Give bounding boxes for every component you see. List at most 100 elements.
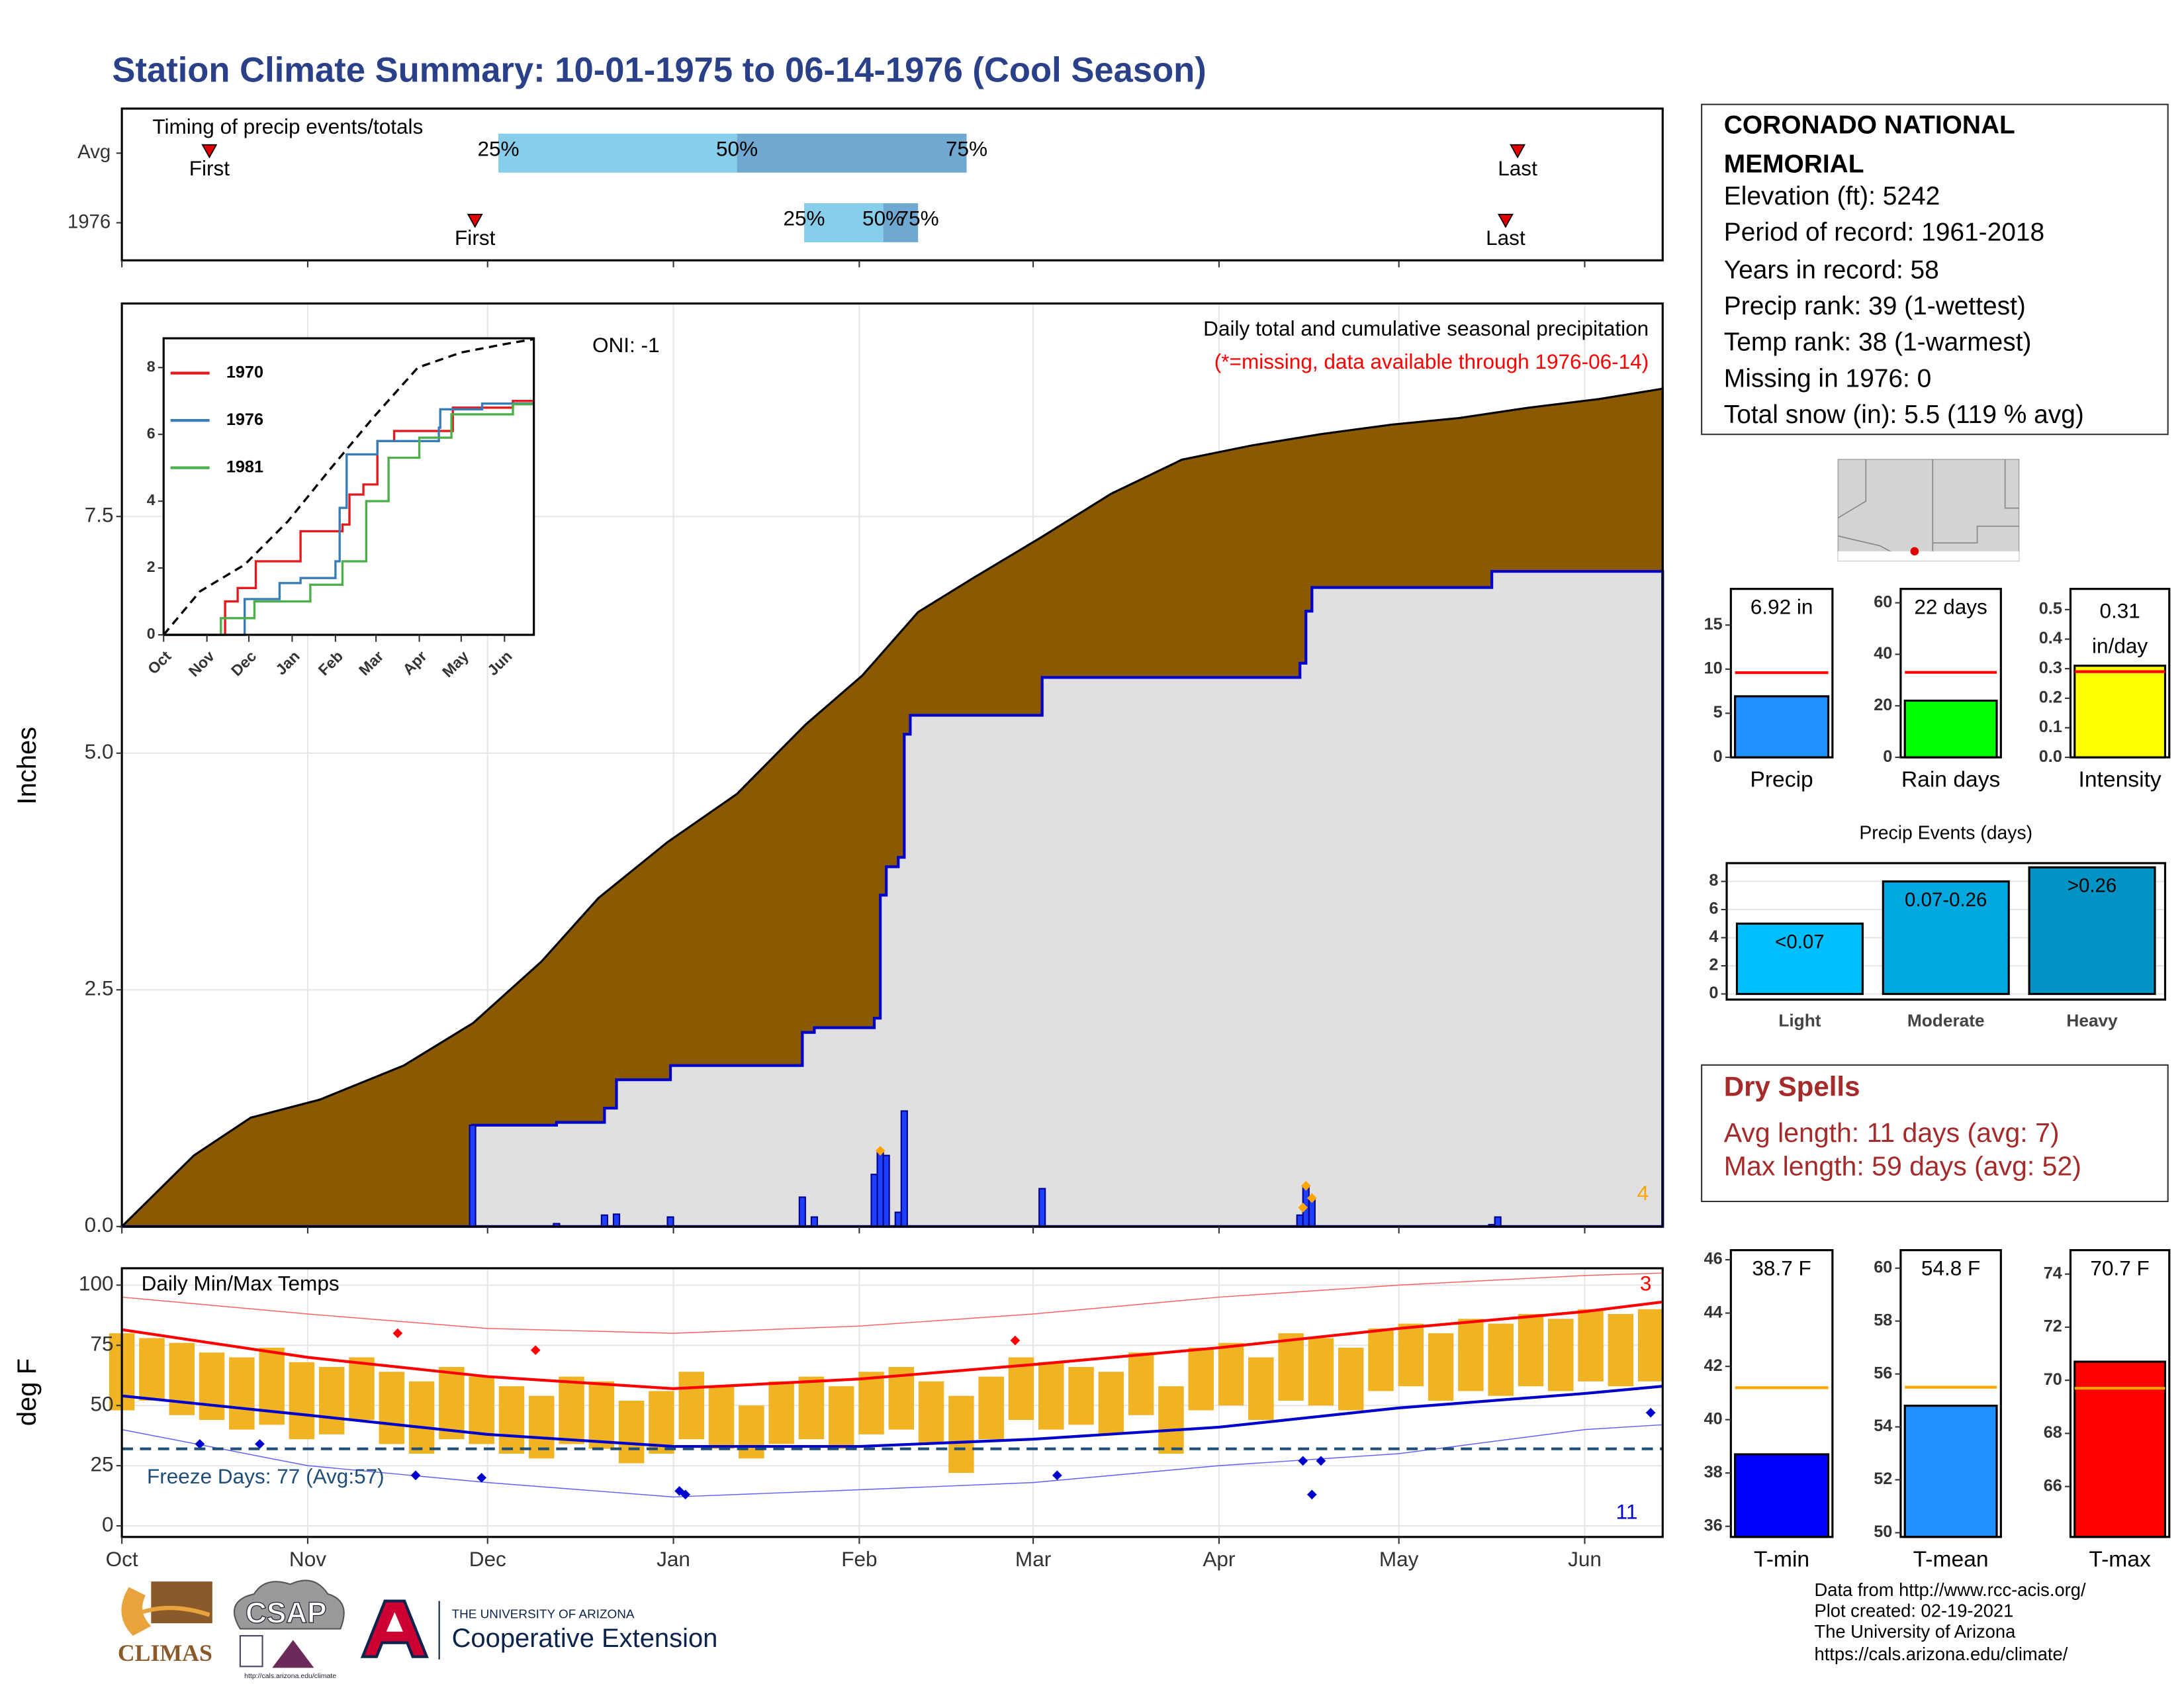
climas-logo: CLIMAS bbox=[118, 1581, 212, 1666]
daily-temp-bar bbox=[559, 1376, 584, 1444]
bar bbox=[1734, 695, 1830, 759]
x-tick-label: Dec bbox=[469, 1547, 506, 1571]
y-axis-label: deg F bbox=[13, 1358, 42, 1426]
station-name: MEMORIAL bbox=[1724, 150, 1864, 179]
daily-temp-bar bbox=[1218, 1342, 1244, 1406]
plot-frame bbox=[2069, 1249, 2171, 1538]
logo-text: CSAP bbox=[246, 1597, 327, 1629]
event-marker bbox=[467, 214, 483, 228]
temp-line bbox=[122, 1272, 1663, 1334]
bar bbox=[1734, 1453, 1830, 1538]
y-tick-label: 2 bbox=[147, 558, 156, 575]
credit-line: Data from http://www.rcc-acis.org/ bbox=[1815, 1579, 2086, 1600]
y-tick-label: 50 bbox=[90, 1392, 113, 1416]
bin-label: >0.26 bbox=[2068, 875, 2117, 897]
record-marker bbox=[1052, 1470, 1062, 1481]
y-tick-label: 8 bbox=[147, 357, 156, 375]
y-tick-label: 6 bbox=[1709, 900, 1718, 918]
y-tick-label: 66 bbox=[2044, 1476, 2062, 1495]
y-tick-label: 58 bbox=[1874, 1311, 1892, 1329]
station-info: Missing in 1976: 0 bbox=[1724, 364, 1931, 393]
daily-precip-bar bbox=[900, 1110, 908, 1227]
daily-temp-bar bbox=[139, 1338, 165, 1401]
y-tick-label: 42 bbox=[1704, 1356, 1723, 1375]
daily-precip-bar bbox=[882, 1154, 890, 1227]
quantile-bar bbox=[498, 133, 737, 173]
y-tick-label: 20 bbox=[1874, 696, 1892, 714]
temp-line bbox=[121, 1300, 1663, 1390]
quantile-label: 75% bbox=[946, 136, 987, 160]
daily-temp-bar bbox=[1518, 1314, 1544, 1387]
station-location bbox=[1910, 547, 1919, 556]
daily-precip-bar bbox=[612, 1213, 621, 1227]
station-info: Total snow (in): 5.5 (119 % avg) bbox=[1724, 400, 2084, 429]
y-tick-label: 0.2 bbox=[2039, 688, 2062, 706]
bar bbox=[2028, 866, 2156, 996]
value-label: 0.31 bbox=[2099, 599, 2140, 623]
category-label: Light bbox=[1778, 1011, 1821, 1031]
bar bbox=[1882, 880, 2010, 996]
value-label: 54.8 F bbox=[1921, 1256, 1980, 1280]
daily-precip-bar bbox=[1494, 1216, 1502, 1227]
y-tick-label: 70 bbox=[2044, 1370, 2062, 1389]
page-title: Station Climate Summary: 10-01-1975 to 0… bbox=[112, 50, 1206, 89]
logo-shape bbox=[133, 1606, 210, 1617]
y-tick-label: 0.0 bbox=[85, 1213, 114, 1237]
daily-temp-bar bbox=[1578, 1309, 1604, 1382]
plot-frame bbox=[1899, 588, 2002, 759]
y-tick-label: 0 bbox=[1713, 747, 1723, 766]
category-label: T-min bbox=[1754, 1547, 1809, 1571]
bar bbox=[2073, 1360, 2167, 1538]
state-border bbox=[2004, 459, 2019, 509]
bar bbox=[2073, 665, 2167, 759]
x-tick-label: Mar bbox=[1015, 1547, 1051, 1571]
daily-temp-bar bbox=[408, 1381, 435, 1454]
cumulative-line bbox=[163, 403, 534, 636]
daily-temp-bar bbox=[858, 1372, 884, 1434]
daily-temp-bar bbox=[1458, 1319, 1484, 1391]
x-tick-label: Oct bbox=[106, 1547, 138, 1571]
plot-frame bbox=[2069, 588, 2171, 759]
y-tick-label: 0.1 bbox=[2039, 718, 2062, 736]
annotation: ONI: -1 bbox=[592, 333, 660, 357]
plot-frame bbox=[120, 1267, 1664, 1538]
event-marker bbox=[1510, 144, 1525, 159]
logo-shape bbox=[234, 1579, 345, 1630]
daily-temp-bar bbox=[1188, 1347, 1214, 1411]
daily-temp-bar bbox=[739, 1405, 764, 1459]
quantile-label: 50% bbox=[862, 207, 904, 230]
y-tick-label: 40 bbox=[1874, 644, 1892, 663]
record-marker bbox=[1316, 1456, 1326, 1466]
category-label: Rain days bbox=[1901, 768, 2001, 792]
y-tick-label: 25 bbox=[90, 1452, 113, 1476]
station-info: Elevation (ft): 5242 bbox=[1724, 182, 1940, 211]
dry-spells-line: Max length: 59 days (avg: 52) bbox=[1724, 1150, 2081, 1181]
x-tick-label: Apr bbox=[1203, 1547, 1235, 1571]
station-info: Temp rank: 38 (1-warmest) bbox=[1724, 328, 2032, 357]
daily-temp-bar bbox=[439, 1367, 465, 1440]
category-label: Precip bbox=[1750, 768, 1813, 792]
plot-frame bbox=[1899, 1249, 2002, 1538]
annotation: 3 bbox=[1640, 1271, 1652, 1295]
csap-logo: CSAP http://cals.arizona.edu/climate bbox=[234, 1579, 345, 1680]
category-label: Heavy bbox=[2066, 1011, 2118, 1031]
plot-frame bbox=[120, 107, 1664, 261]
marker-label: Last bbox=[1498, 156, 1537, 180]
record-marker bbox=[1298, 1456, 1308, 1466]
annotation: (*=missing, data available through 1976-… bbox=[1214, 350, 1649, 373]
daily-temp-bar bbox=[289, 1362, 315, 1440]
daily-temp-bar bbox=[828, 1386, 854, 1449]
y-tick-label: 54 bbox=[1874, 1417, 1892, 1435]
snow-marker bbox=[1300, 1180, 1311, 1191]
y-tick-label: 100 bbox=[79, 1272, 114, 1295]
daily-temp-bar bbox=[708, 1386, 735, 1449]
daily-temp-bar bbox=[229, 1357, 255, 1430]
panel-title: Precip Events (days) bbox=[1859, 822, 2032, 843]
daily-temp-bar bbox=[588, 1381, 615, 1449]
snow-marker bbox=[875, 1146, 886, 1156]
bar bbox=[1903, 699, 1998, 759]
annotation: 4 bbox=[1637, 1181, 1649, 1205]
annotation: Daily Min/Max Temps bbox=[142, 1271, 340, 1295]
daily-temp-bar bbox=[618, 1400, 645, 1464]
